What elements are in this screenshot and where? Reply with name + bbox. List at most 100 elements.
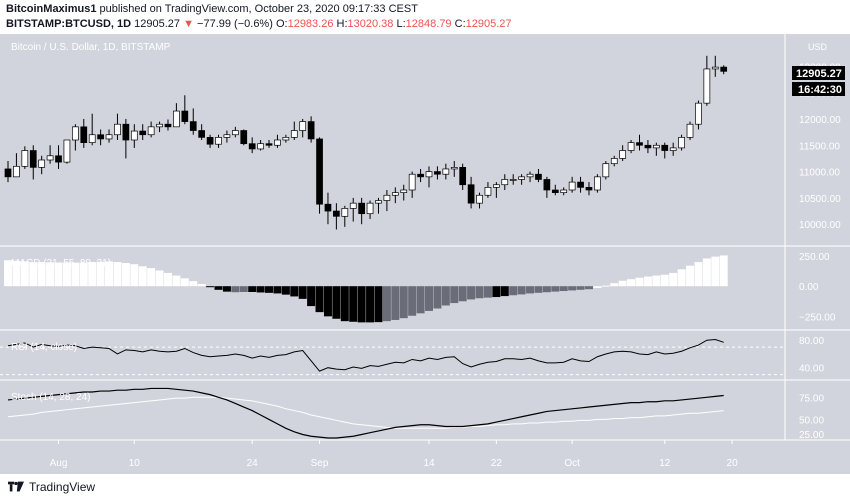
candle-body [383, 194, 391, 201]
macd-bar [425, 286, 433, 311]
macd-bar [526, 286, 535, 294]
candle-body [568, 181, 576, 191]
rsi-label: RSI (14, close) [11, 342, 77, 353]
macd-bar [627, 279, 636, 287]
candle-body [425, 171, 433, 178]
macd-bar [669, 272, 678, 287]
candle-body [114, 123, 121, 136]
chart-canvas[interactable]: 10000.00 10500.00 11000.00 11500.00 12000.00… [0, 34, 850, 474]
macd-bar [517, 286, 526, 295]
price-pane-title: Bitcoin / U.S. Dollar, 1D, BITSTAMP [11, 42, 171, 53]
macd-bar [180, 278, 189, 287]
candle-body [703, 68, 711, 104]
macd-bar [568, 286, 577, 291]
candle-body [206, 137, 214, 145]
rsi-pane [0, 339, 785, 376]
candle-body [299, 121, 307, 131]
macd-bar [96, 261, 105, 287]
macd-bar [458, 286, 467, 302]
macd-bar [576, 286, 585, 290]
candle-body [4, 168, 12, 178]
macd-bar [88, 262, 97, 287]
macd-bar [315, 286, 324, 313]
candle-body [189, 121, 197, 131]
candle-body [97, 134, 104, 140]
candle-body [316, 138, 323, 205]
author-name[interactable]: BitcoinMaximus1 [6, 3, 97, 15]
macd-bar [593, 286, 602, 288]
macd-bar [20, 261, 29, 287]
time-axis: Aug 10 24 Sep 14 22 Oct 12 20 [50, 440, 738, 469]
publish-line: BitcoinMaximus1 published on TradingView… [6, 3, 418, 15]
macd-bar [340, 286, 349, 322]
macd-bar [719, 255, 728, 287]
candle-body [602, 163, 610, 178]
macd-bar [206, 286, 215, 288]
candle-body [476, 194, 483, 204]
low-value: 12848.79 [405, 18, 452, 30]
candle-body [88, 134, 96, 143]
price-candles [4, 55, 728, 230]
candle-body [80, 126, 88, 143]
macd-tick-label: 0.00 [799, 282, 819, 293]
symbol-label[interactable]: BITSTAMP:BTCUSD, 1D [6, 18, 132, 30]
macd-bar [307, 286, 316, 307]
candle-body [282, 137, 290, 141]
candle-body [594, 176, 601, 191]
macd-label: MACD (21, 55, 89, 21) [11, 258, 111, 269]
candle-body [290, 130, 298, 138]
candle-body [358, 202, 365, 215]
change-value: −77.99 (−0.6%) [197, 18, 273, 30]
tradingview-logo[interactable]: TradingView [8, 480, 95, 494]
candle-body [349, 202, 357, 209]
candle-body [29, 150, 37, 168]
macd-bar [366, 286, 375, 323]
candle-body [21, 150, 29, 167]
candle-body [484, 187, 492, 196]
macd-bar [357, 286, 366, 323]
candle-body [38, 159, 46, 168]
close-value: 12905.27 [465, 18, 512, 30]
candle-body [231, 130, 239, 136]
macd-bar [147, 268, 156, 287]
macd-bar [222, 286, 231, 292]
candle-body [307, 121, 315, 140]
macd-bar [105, 261, 114, 287]
candle-body [164, 123, 172, 128]
macd-bar [239, 286, 248, 292]
pane-separators [0, 34, 850, 441]
macd-bar [450, 286, 459, 304]
candle-body [181, 110, 189, 122]
candle-body [450, 167, 458, 170]
symbol-line: BITSTAMP:BTCUSD, 1D 12905.27 ▼ −77.99 (−… [6, 18, 512, 30]
candle-body [434, 171, 441, 175]
stoch-pane [7, 387, 724, 439]
candle-body [619, 150, 627, 159]
candle-body [240, 130, 248, 145]
last-price-label: 12905.27 [796, 68, 842, 80]
candle-body [610, 158, 618, 165]
candle-body [375, 200, 382, 204]
candle-body [585, 187, 593, 191]
macd-bar [551, 286, 560, 292]
macd-bar [483, 286, 492, 298]
candle-body [577, 181, 584, 188]
macd-bar [408, 286, 417, 316]
macd-bar [635, 277, 644, 287]
macd-bar [618, 280, 627, 287]
macd-bar [197, 284, 206, 287]
time-tick-label: Oct [564, 458, 580, 469]
macd-bar [54, 262, 63, 287]
candle-body [686, 123, 694, 138]
low-label: L: [396, 18, 406, 30]
high-label: H: [336, 18, 348, 30]
candle-body [198, 130, 206, 138]
macd-bar [4, 260, 12, 287]
macd-bar [559, 286, 568, 292]
candle-body [442, 168, 450, 175]
macd-bar [79, 262, 88, 287]
candle-body [678, 137, 685, 149]
candle-body [366, 202, 374, 215]
change-arrow-icon: ▼ [183, 18, 194, 30]
candle-body [400, 189, 408, 193]
